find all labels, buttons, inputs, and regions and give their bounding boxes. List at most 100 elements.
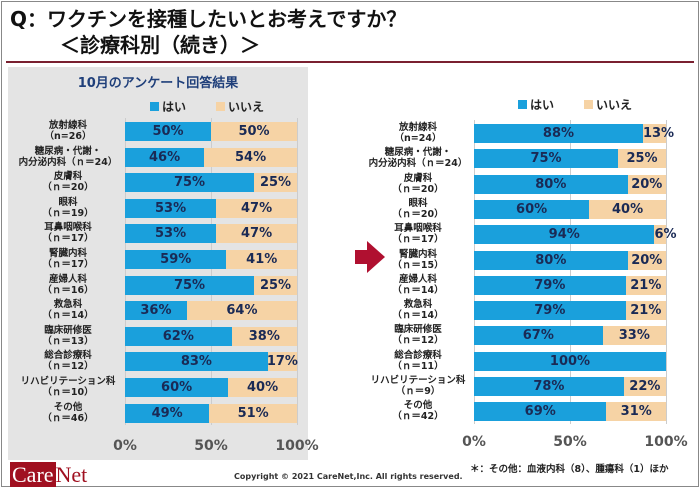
left-category-label: 皮膚科 （ｎ＝20）	[42, 171, 94, 194]
legend-swatch	[216, 102, 226, 111]
left-bar-yes: 49%	[125, 403, 210, 423]
left-bar-yes: 59%	[125, 250, 227, 269]
arrow-right-icon	[355, 241, 385, 273]
left-bar-no: 25%	[254, 173, 297, 193]
right-bar-no: 31%	[606, 402, 666, 422]
left-x-tick: 100%	[275, 438, 319, 454]
right-bar-yes: 60%	[474, 199, 590, 219]
left-bar-no: 51%	[209, 403, 297, 423]
right-category-label: 総合診療科 （ｎ＝11）	[392, 349, 444, 372]
right-bar-no: 13%	[642, 124, 675, 143]
right-category-label: 腎臓内科 （ｎ＝15）	[392, 248, 444, 271]
left-bar-no: 41%	[226, 250, 297, 269]
right-bar-no: 21%	[625, 275, 666, 295]
right-bar-yes: 80%	[474, 250, 628, 270]
left-category-label: 放射線科 （n=26）	[44, 120, 92, 142]
right-bar-no: 25%	[618, 149, 666, 169]
left-x-tick: 0%	[113, 438, 137, 454]
right-bar-yes: 100%	[474, 351, 666, 371]
left-bar-yes: 83%	[125, 352, 268, 372]
left-gridline	[125, 118, 126, 426]
right-bar-yes: 88%	[474, 124, 643, 143]
right-category-label: 眼科 （ｎ＝20）	[392, 197, 444, 220]
title-line2: ＜診療科別（続き）＞	[60, 33, 260, 57]
right-category-label: 糖尿病・代謝・ 内分泌内科（ｎ＝24）	[368, 147, 468, 170]
left-category-label: 臨床研修医 （ｎ＝13）	[42, 324, 94, 347]
copyright: Copyright © 2021 CareNet,Inc. All rights…	[234, 472, 463, 481]
left-bar-yes: 75%	[125, 275, 254, 295]
left-category-label: 腎臓内科 （ｎ＝17）	[42, 248, 94, 270]
left-category-label: リハビリテーション科 （ｎ＝10）	[20, 376, 116, 398]
left-bar-no: 17%	[266, 352, 298, 372]
right-legend: はい いいえ	[518, 96, 632, 113]
right-category-label: 臨床研修医 （ｎ＝12）	[392, 324, 444, 347]
left-bar-no: 38%	[231, 326, 297, 346]
right-bar-no: 21%	[625, 301, 666, 321]
left-bar-yes: 50%	[125, 122, 211, 141]
right-bar-no: 33%	[602, 326, 666, 346]
left-category-label: 総合診療科 （ｎ＝12）	[42, 350, 94, 373]
left-bar-no: 47%	[216, 224, 297, 244]
legend-item: はい	[518, 96, 554, 113]
legend-item: いいえ	[584, 96, 632, 113]
right-category-label: 耳鼻咽喉科 （ｎ＝17）	[392, 223, 444, 246]
right-category-label: 放射線科 （n=24）	[394, 122, 442, 144]
right-x-tick: 0%	[462, 434, 486, 450]
left-bar-no: 47%	[216, 198, 297, 218]
left-bar-no: 54%	[204, 147, 297, 167]
left-bar-no: 50%	[211, 122, 297, 141]
left-bar-no: 64%	[186, 301, 297, 321]
left-bar-yes: 60%	[125, 378, 229, 397]
slide-title: Q：ワクチンを接種したいとお考えですか？ ＜診療科別（続き）＞	[10, 6, 406, 58]
left-gridline	[297, 118, 298, 426]
left-x-tick: 50%	[194, 438, 228, 454]
right-bar-no: 20%	[627, 174, 666, 194]
left-chart-title: 10月のアンケート回答結果	[77, 76, 239, 91]
left-bar-no: 25%	[254, 275, 297, 295]
left-category-label: その他 （ｎ＝46）	[42, 401, 94, 424]
legend-item: いいえ	[216, 98, 264, 115]
right-category-label: その他 （ｎ＝42）	[392, 400, 444, 423]
left-bar-yes: 53%	[125, 198, 217, 218]
footnote: ＊：その他：血液内科（8）、腫瘍科（1）ほか	[470, 464, 669, 475]
left-gridline	[211, 118, 212, 426]
left-bar-yes: 75%	[125, 173, 254, 193]
right-category-label: リハビリテーション科 （ｎ＝9）	[370, 375, 466, 397]
right-gridline	[570, 120, 571, 424]
right-category-label: 救急科 （ｎ＝14）	[392, 299, 444, 322]
legend-swatch	[150, 102, 159, 111]
legend-swatch	[518, 100, 527, 109]
legend-swatch	[584, 100, 594, 109]
right-bar-yes: 79%	[474, 275, 626, 295]
carenet-logo: CareNet	[10, 462, 88, 487]
right-bar-yes: 69%	[474, 402, 607, 422]
left-bar-yes: 36%	[125, 301, 187, 321]
left-bar-yes: 62%	[125, 326, 232, 346]
right-bar-yes: 75%	[474, 149, 618, 169]
left-category-label: 眼科 （ｎ＝19）	[42, 196, 94, 219]
right-bar-no: 22%	[623, 377, 666, 396]
left-category-label: 耳鼻咽喉科 （ｎ＝17）	[42, 222, 94, 245]
right-gridline	[666, 120, 667, 424]
right-bar-yes: 80%	[474, 174, 628, 194]
right-bar-yes: 78%	[474, 377, 624, 396]
left-bar-no: 40%	[228, 378, 297, 397]
left-legend: はい いいえ	[150, 98, 264, 115]
right-gridline	[474, 120, 475, 424]
right-bar-no: 6%	[654, 225, 677, 245]
right-bar-no: 20%	[627, 250, 666, 270]
right-bar-yes: 79%	[474, 301, 626, 321]
title-divider	[6, 61, 694, 63]
right-category-label: 皮膚科 （ｎ＝20）	[392, 172, 444, 195]
left-category-label: 糖尿病・代謝・ 内分泌内科（ｎ＝24）	[18, 145, 118, 168]
left-bar-yes: 53%	[125, 224, 217, 244]
right-x-tick: 100%	[644, 434, 688, 450]
right-bar-yes: 94%	[474, 225, 655, 245]
right-x-tick: 50%	[553, 434, 587, 450]
left-category-label: 救急科 （ｎ＝14）	[42, 299, 94, 322]
right-bar-yes: 67%	[474, 326, 603, 346]
legend-item: はい	[150, 98, 186, 115]
left-bar-yes: 46%	[125, 147, 205, 167]
title-line1: Q：ワクチンを接種したいとお考えですか？	[10, 7, 407, 31]
